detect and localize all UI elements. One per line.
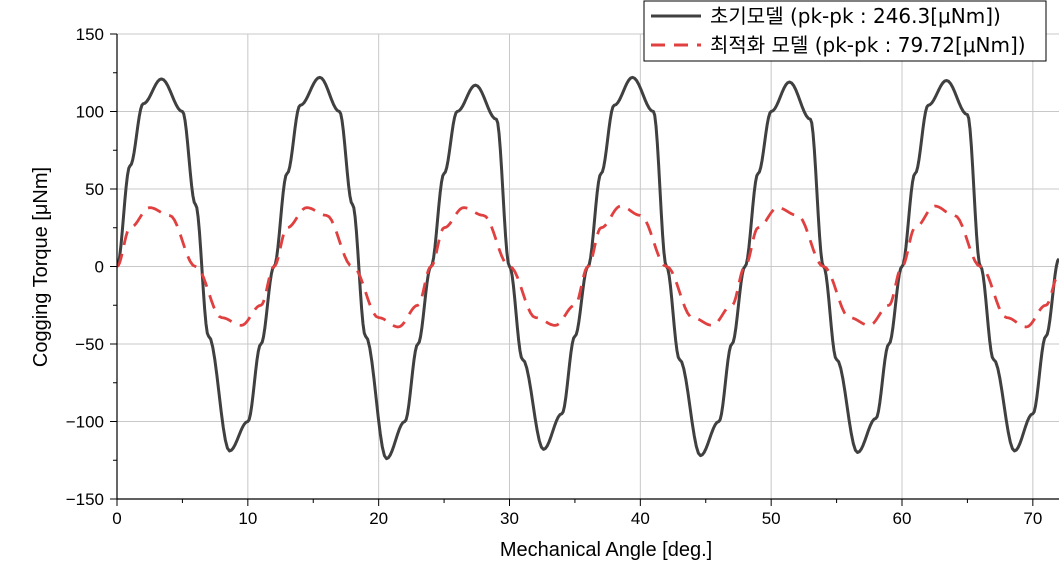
y-tick-label: −50 — [75, 335, 104, 354]
legend-label-optimized-model: 최적화 모델 (pk-pk : 79.72[μNm]) — [710, 33, 1026, 57]
x-tick-label: 30 — [500, 509, 519, 528]
x-tick-label: 70 — [1023, 509, 1042, 528]
y-tick-label: −150 — [66, 490, 104, 509]
y-tick-label: 50 — [85, 180, 104, 199]
legend: 초기모델 (pk-pk : 246.3[μNm]) 최적화 모델 (pk-pk … — [643, 0, 1047, 62]
series-layer — [117, 75, 1059, 461]
x-tick-label: 50 — [762, 509, 781, 528]
x-tick-label: 10 — [238, 509, 257, 528]
y-tick-label: 100 — [76, 103, 104, 122]
x-tick-label: 0 — [112, 509, 121, 528]
y-tick-label: 150 — [76, 25, 104, 44]
legend-label-initial-model: 초기모델 (pk-pk : 246.3[μNm]) — [710, 4, 1001, 28]
y-tick-label: 0 — [95, 258, 104, 277]
ticks-layer: 0 10 20 30 40 50 60 70 150 100 50 0 −50 −100 −150 — [66, 25, 1043, 528]
legend-box — [643, 0, 1047, 62]
x-tick-label: 40 — [631, 509, 650, 528]
x-axis-title: Mechanical Angle [deg.] — [500, 539, 712, 561]
y-axis-title: Cogging Torque [μNm] — [30, 167, 52, 367]
x-tick-label: 20 — [369, 509, 388, 528]
y-tick-label: −100 — [66, 413, 104, 432]
series-line-optimized-model — [117, 204, 1059, 329]
x-tick-label: 60 — [893, 509, 912, 528]
